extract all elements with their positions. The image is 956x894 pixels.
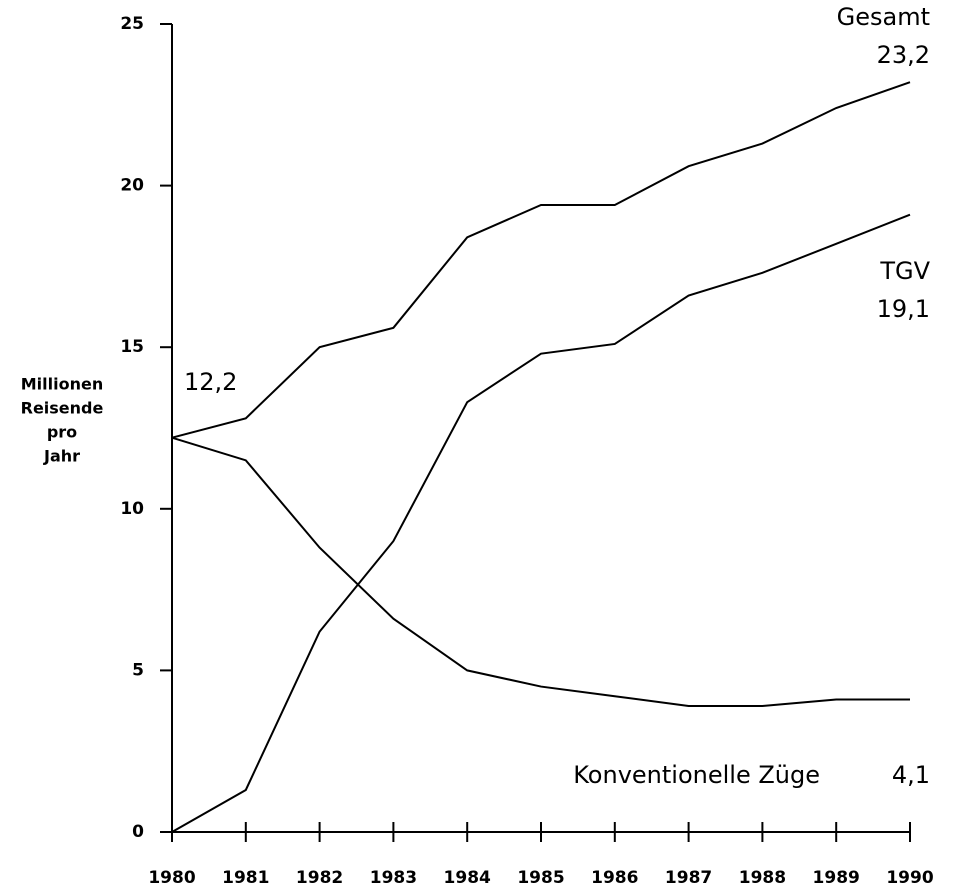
annotation: 4,1: [892, 761, 930, 789]
x-tick-label: 1982: [296, 868, 343, 888]
series-line: [171, 81, 911, 439]
y-axis-label: pro: [47, 423, 77, 442]
x-tick-label: 1986: [591, 868, 638, 888]
y-tick-label: 5: [132, 660, 144, 680]
annotation: 19,1: [877, 295, 930, 323]
annotation: 12,2: [184, 368, 237, 396]
y-axis-label: Reisende: [21, 399, 104, 418]
x-tick-label: 1983: [370, 868, 417, 888]
series-name: TGV: [879, 257, 930, 285]
y-tick-label: 10: [120, 499, 144, 519]
x-tick-label: 1984: [444, 868, 491, 888]
x-tick-label: 1980: [148, 868, 195, 888]
y-tick-label: 20: [120, 176, 144, 196]
x-tick-label: 1987: [665, 868, 712, 888]
series-name: Konventionelle Züge: [573, 761, 820, 789]
annotation: 23,2: [877, 41, 930, 69]
series-line: [171, 213, 911, 833]
series-line: [171, 436, 910, 707]
series-name: Gesamt: [837, 3, 930, 31]
y-axis-label: Jahr: [43, 447, 80, 466]
y-tick-label: 25: [120, 14, 144, 34]
x-tick-label: 1990: [886, 868, 933, 888]
x-tick-label: 1989: [813, 868, 860, 888]
x-tick-label: 1985: [517, 868, 564, 888]
x-tick-label: 1981: [222, 868, 269, 888]
y-tick-label: 0: [132, 822, 144, 842]
y-tick-label: 15: [120, 337, 144, 357]
y-axis-label: Millionen: [21, 375, 103, 394]
x-tick-label: 1988: [739, 868, 786, 888]
